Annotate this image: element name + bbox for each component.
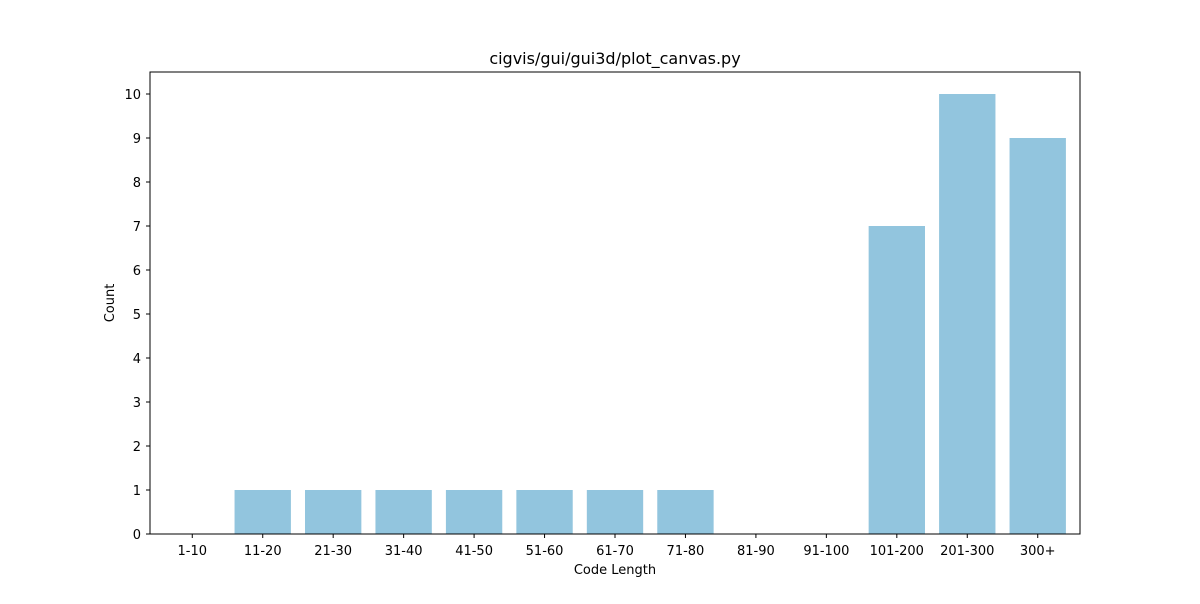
x-tick-label: 51-60 bbox=[526, 544, 564, 559]
bar-51-60 bbox=[516, 490, 573, 534]
bar-31-40 bbox=[375, 490, 432, 534]
bar-61-70 bbox=[586, 490, 644, 534]
y-tick-label: 1 bbox=[133, 484, 141, 499]
y-tick-label: 10 bbox=[124, 88, 141, 103]
x-axis: 1-10 11-20 21-30 31-40 41-50 51-60 61-70 71-80 8… bbox=[178, 534, 1056, 559]
y-tick-label: 5 bbox=[133, 308, 141, 323]
x-tick-label: 71-80 bbox=[667, 544, 705, 559]
x-tick-label: 81-90 bbox=[737, 544, 775, 559]
x-tick-label: 31-40 bbox=[385, 544, 423, 559]
bar-21-30 bbox=[305, 490, 362, 534]
bar-11-20 bbox=[234, 490, 291, 534]
bar-71-80 bbox=[657, 490, 714, 534]
x-tick-label: 101-200 bbox=[870, 544, 924, 559]
y-tick-label: 0 bbox=[133, 528, 141, 543]
chart-title: cigvis/gui/gui3d/plot_canvas.py bbox=[489, 49, 740, 69]
bars-layer bbox=[234, 94, 1066, 534]
y-tick-label: 8 bbox=[133, 176, 141, 191]
y-axis: 0 1 2 3 4 5 6 7 8 9 10 bbox=[124, 88, 150, 543]
x-tick-label: 91-100 bbox=[803, 544, 849, 559]
y-tick-label: 3 bbox=[133, 396, 141, 411]
y-tick-label: 2 bbox=[133, 440, 141, 455]
x-axis-label: Code Length bbox=[574, 563, 656, 578]
bar-201-300 bbox=[939, 94, 996, 534]
y-tick-label: 6 bbox=[133, 264, 141, 279]
y-tick-label: 7 bbox=[133, 220, 141, 235]
x-tick-label: 1-10 bbox=[178, 544, 208, 559]
x-tick-label: 11-20 bbox=[244, 544, 282, 559]
x-tick-label: 21-30 bbox=[314, 544, 352, 559]
y-tick-label: 4 bbox=[133, 352, 141, 367]
y-axis-label: Count bbox=[103, 284, 118, 323]
bar-41-50 bbox=[445, 490, 503, 534]
x-tick-label: 41-50 bbox=[455, 544, 493, 559]
x-tick-label: 61-70 bbox=[596, 544, 634, 559]
y-tick-label: 9 bbox=[133, 132, 141, 147]
x-tick-label: 300+ bbox=[1020, 544, 1056, 559]
bar-101-200 bbox=[868, 226, 925, 534]
x-tick-label: 201-300 bbox=[940, 544, 994, 559]
bar-300+ bbox=[1009, 138, 1066, 534]
